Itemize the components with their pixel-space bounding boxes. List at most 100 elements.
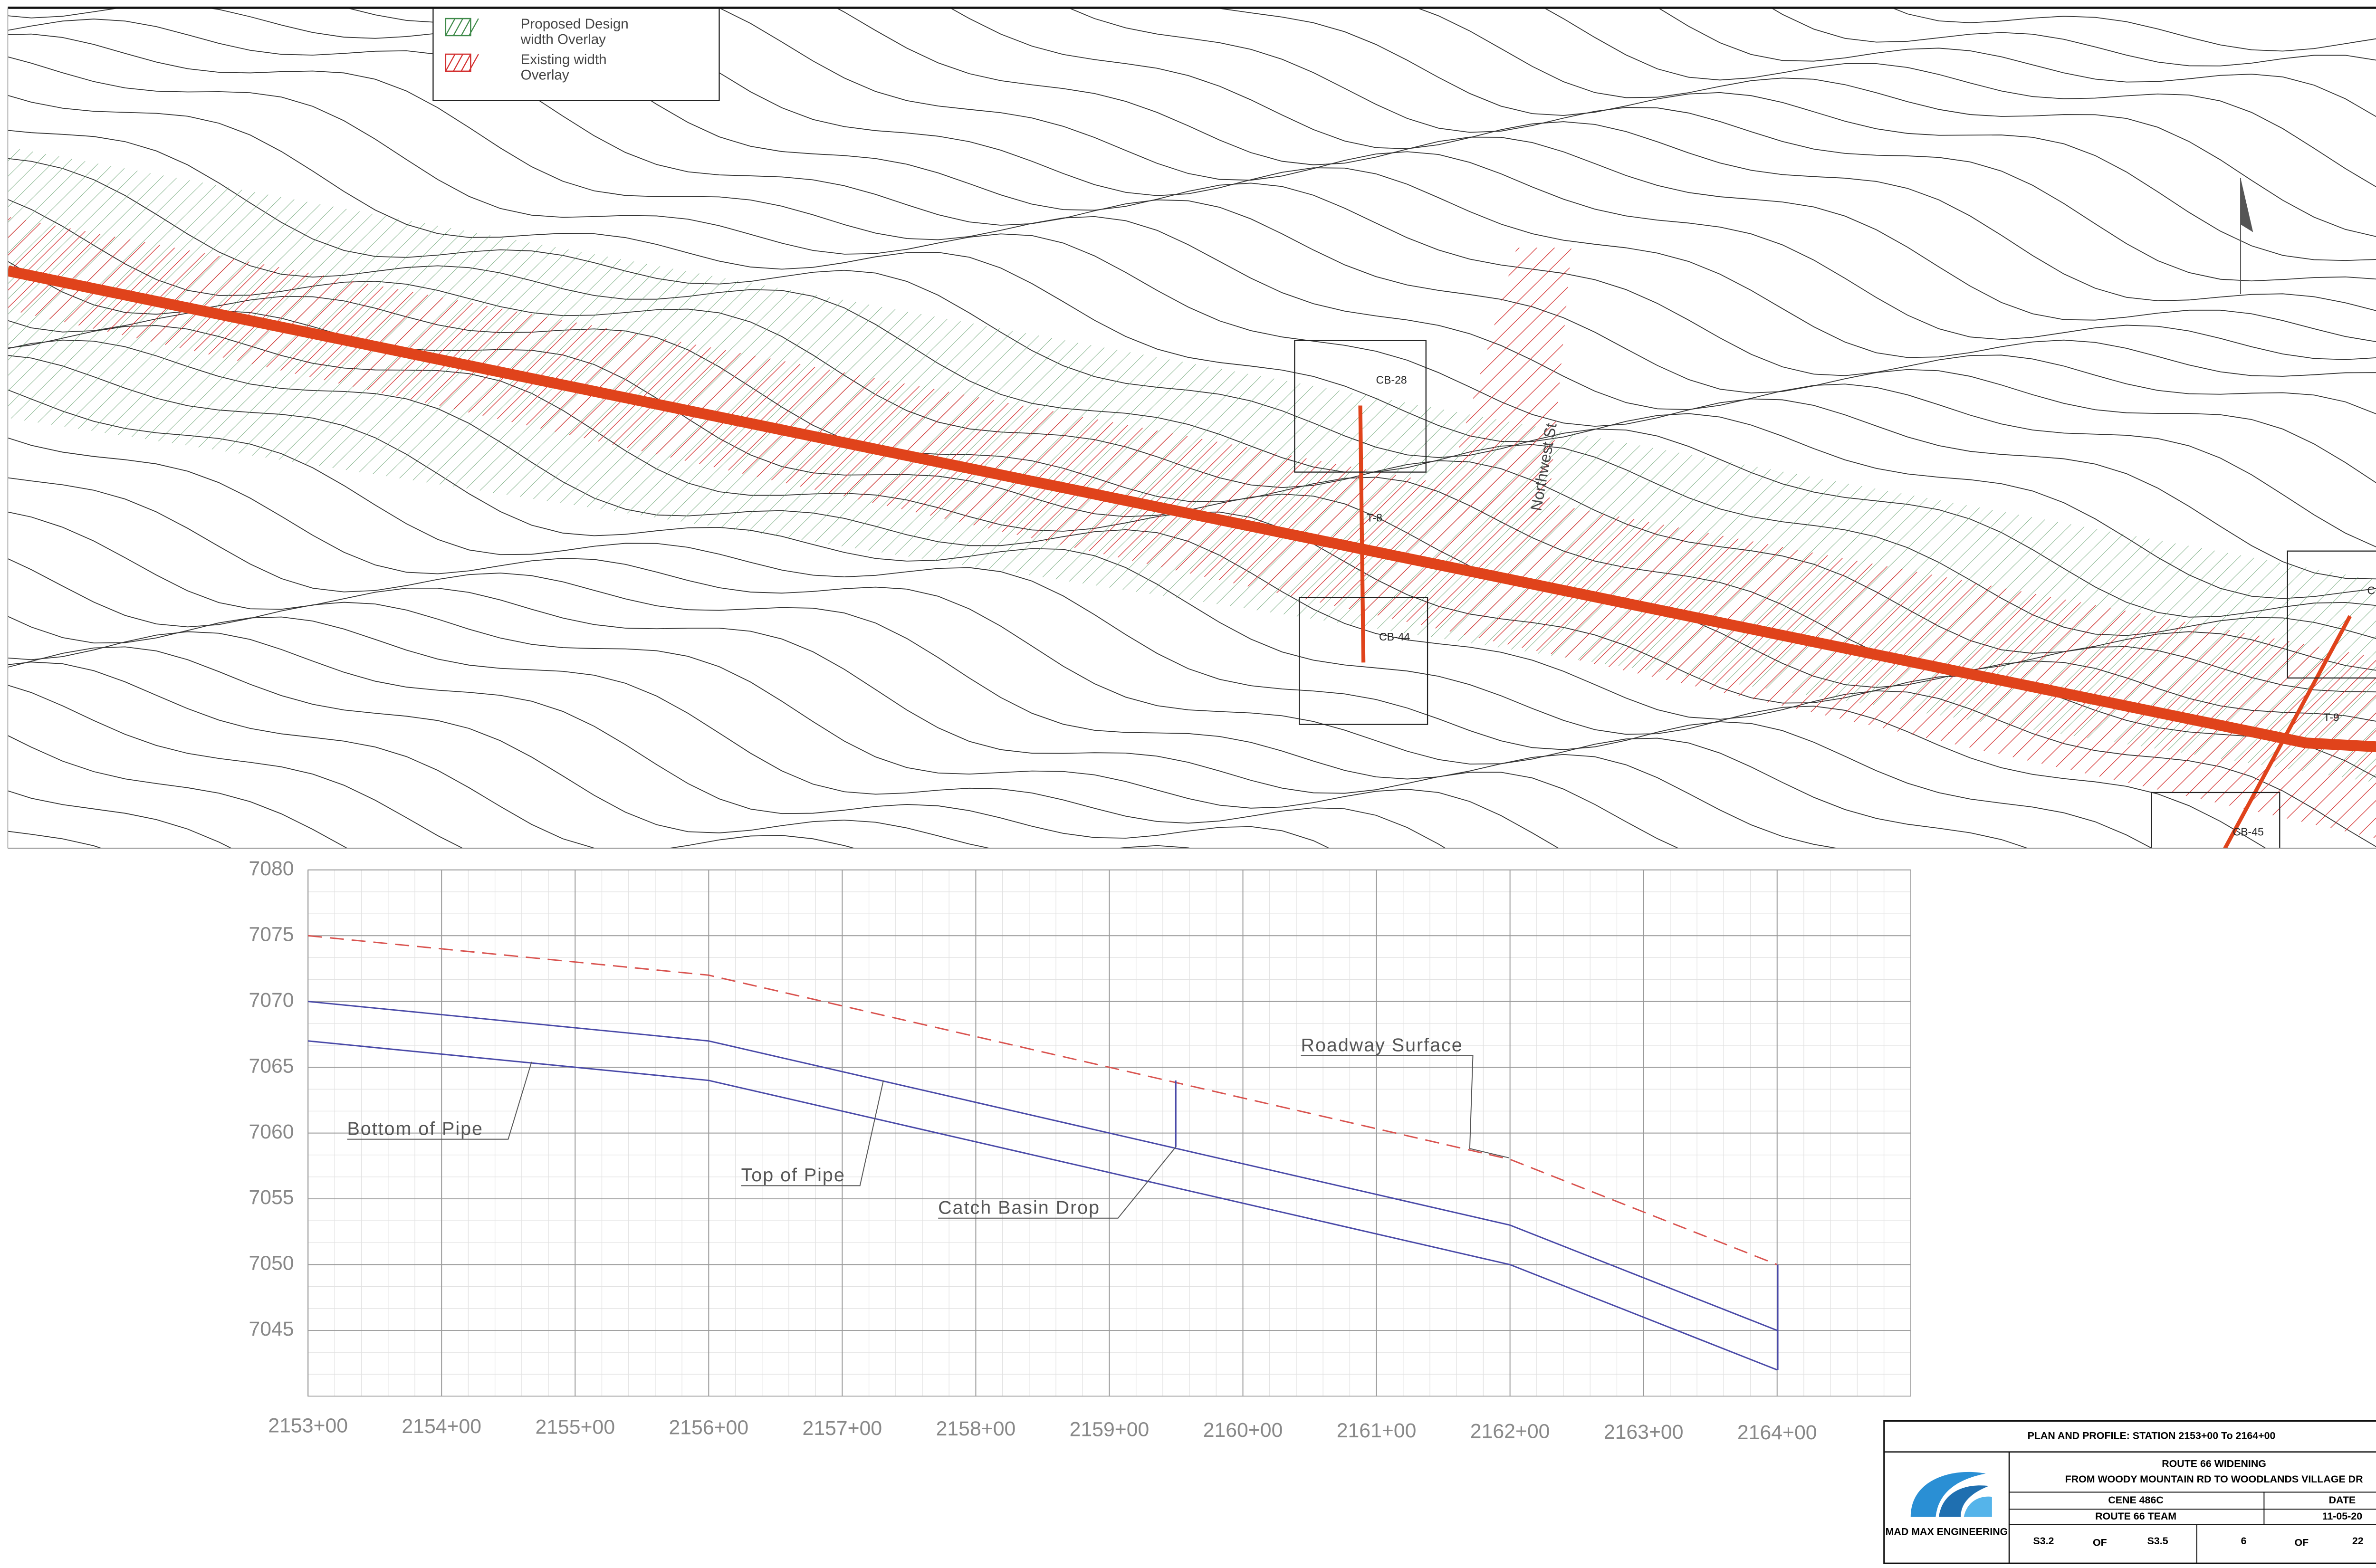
profile-label: Bottom of Pipe — [347, 1119, 483, 1139]
contour — [949, 8, 2376, 311]
sheet: S3.2 — [2033, 1535, 2054, 1547]
team: ROUTE 66 TEAM — [2095, 1511, 2176, 1522]
legend-hatch — [460, 18, 471, 36]
street-overlay — [1407, 248, 1571, 519]
contour — [8, 477, 1839, 849]
contour — [1415, 8, 2376, 237]
contour — [8, 646, 1192, 849]
leader — [347, 1061, 532, 1140]
profile-line — [308, 935, 1778, 1265]
project: ROUTE 66 WIDENING — [2162, 1458, 2266, 1469]
existing-overlay — [8, 217, 2376, 839]
plan-label: CB-44 — [1379, 631, 1410, 643]
contour — [8, 558, 1560, 849]
contour — [8, 56, 2376, 580]
contour — [8, 33, 2376, 547]
contour — [345, 8, 2376, 377]
plan-label: CB-29 — [2367, 584, 2376, 597]
contour — [8, 437, 2029, 849]
of: OF — [2295, 1537, 2309, 1549]
catch-basin-box — [1299, 597, 1428, 725]
title-block: PLAN AND PROFILE: STATION 2153+00 To 216… — [1883, 1420, 2376, 1564]
contour — [1770, 8, 2376, 67]
date-label: DATE — [2329, 1494, 2356, 1506]
contour — [8, 8, 2376, 414]
contour — [8, 511, 1679, 849]
logo — [1910, 1472, 1992, 1517]
x-tick-label: 2154+00 — [402, 1415, 481, 1438]
centerline — [8, 265, 2376, 753]
contour — [1657, 8, 2376, 117]
x-tick-label: 2156+00 — [669, 1416, 749, 1439]
contour — [8, 389, 2153, 849]
contour — [8, 631, 1331, 849]
contour — [8, 685, 464, 849]
contour — [8, 616, 1447, 849]
legend-hatch — [445, 54, 456, 72]
legend-hatch — [453, 54, 463, 72]
x-tick-label: 2153+00 — [268, 1415, 348, 1437]
contour — [1890, 8, 2376, 52]
leader — [1301, 1055, 1509, 1158]
plan-label: T-8 — [1367, 511, 1382, 524]
contour — [8, 19, 2376, 483]
y-tick-label: 7050 — [249, 1252, 294, 1275]
contour — [835, 8, 2376, 342]
legend-swatch — [445, 53, 471, 72]
of: OF — [2093, 1537, 2107, 1549]
date: 11-05-20 — [2322, 1511, 2362, 1522]
legend-hatch — [453, 18, 463, 36]
y-tick-label: 7060 — [249, 1120, 294, 1143]
legend-text: Existing width — [521, 52, 607, 67]
x-tick-label: 2160+00 — [1203, 1419, 1283, 1442]
contour — [8, 661, 856, 849]
catch-basin-box — [2287, 550, 2376, 679]
plan-label: T-9 — [2323, 711, 2339, 724]
y-tick-label: 7045 — [249, 1318, 294, 1340]
catch-basin-box — [1294, 340, 1427, 473]
y-tick-label: 7080 — [249, 857, 294, 880]
limits: FROM WOODY MOUNTAIN RD TO WOODLANDS VILL… — [2065, 1473, 2363, 1485]
y-tick-label: 7065 — [249, 1055, 294, 1078]
profile-line — [308, 1040, 1778, 1371]
profile-chart: 7045 7050 7055 7060 7065 7070 7075 7080 2153+00 2… — [249, 857, 1911, 1444]
legend-hatch — [469, 18, 479, 36]
profile-label: Roadway Surface — [1301, 1035, 1463, 1056]
x-tick-label: 2159+00 — [1070, 1418, 1150, 1441]
catch-basin-box — [2151, 792, 2280, 849]
plan-label: CB-45 — [2233, 826, 2264, 838]
course: CENE 486C — [2108, 1494, 2163, 1506]
y-tick-label: 7070 — [249, 989, 294, 1012]
legend-hatch — [445, 18, 456, 36]
x-tick-label: 2158+00 — [936, 1417, 1016, 1440]
contour — [1543, 8, 2376, 188]
y-tick-label: 7075 — [249, 923, 294, 946]
plan-label: CB-28 — [1376, 374, 1407, 386]
page-total: 22 — [2352, 1535, 2364, 1547]
legend-text: Overlay — [521, 67, 569, 83]
legend-text: Proposed Design — [521, 16, 629, 32]
leader — [741, 1080, 884, 1186]
y-tick-label: 7055 — [249, 1186, 294, 1209]
profile-label: Catch Basin Drop — [938, 1197, 1100, 1218]
contour — [1067, 8, 2376, 282]
contour — [717, 8, 2376, 360]
legend-text: width Overlay — [520, 32, 606, 48]
leader — [938, 1147, 1177, 1219]
pipe — [2223, 615, 2352, 849]
x-tick-label: 2163+00 — [1604, 1421, 1684, 1444]
sheet-total: S3.5 — [2147, 1535, 2168, 1547]
legend-box — [432, 8, 720, 101]
page: 6 — [2241, 1535, 2247, 1547]
legend-swatch — [445, 18, 471, 37]
pipe — [1358, 405, 1366, 663]
legend-hatch — [469, 54, 479, 72]
company: MAD MAX ENGINEERING — [1886, 1526, 2008, 1538]
sheet-title: PLAN AND PROFILE: STATION 2153+00 To 216… — [2028, 1430, 2276, 1442]
legend-hatch — [460, 54, 471, 72]
x-tick-label: 2164+00 — [1737, 1421, 1817, 1444]
x-tick-label: 2162+00 — [1470, 1420, 1550, 1443]
